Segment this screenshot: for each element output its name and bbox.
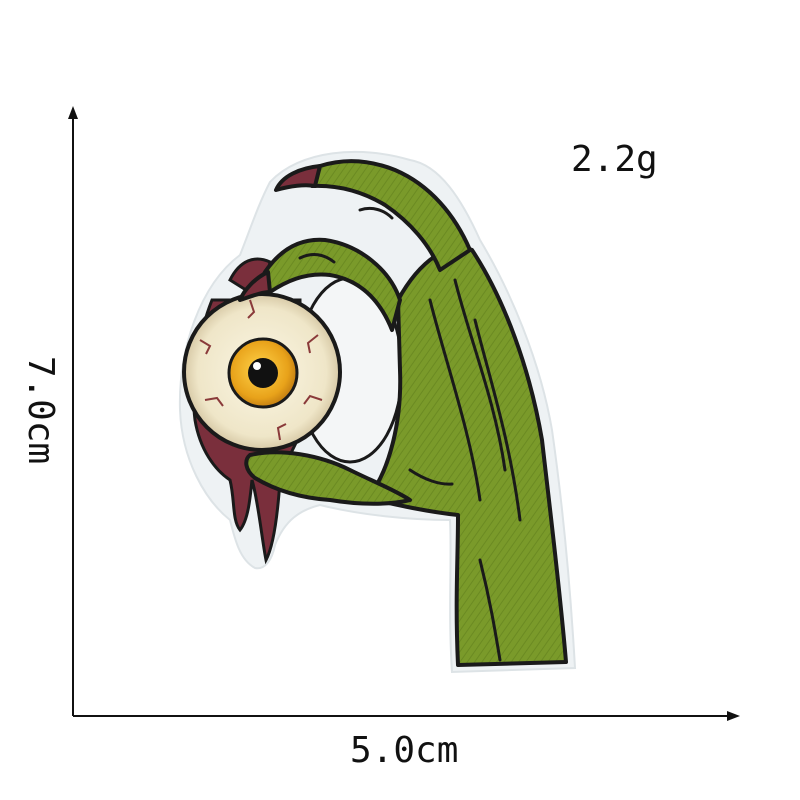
height-dimension-label: 7.0cm <box>20 355 61 465</box>
zombie-hand <box>238 159 568 667</box>
hand-wrinkles <box>298 206 522 662</box>
eye-highlight <box>253 362 261 370</box>
horizontal-dimension-line <box>73 711 740 721</box>
pupil <box>248 358 278 388</box>
arrow-up-icon <box>68 106 78 119</box>
weight-label: 2.2g <box>571 139 658 180</box>
width-dimension-label: 5.0cm <box>350 730 459 771</box>
arrow-right-icon <box>727 711 740 721</box>
vein-lines <box>199 299 323 441</box>
vertical-dimension-line <box>68 106 78 716</box>
eyeball <box>182 292 342 452</box>
